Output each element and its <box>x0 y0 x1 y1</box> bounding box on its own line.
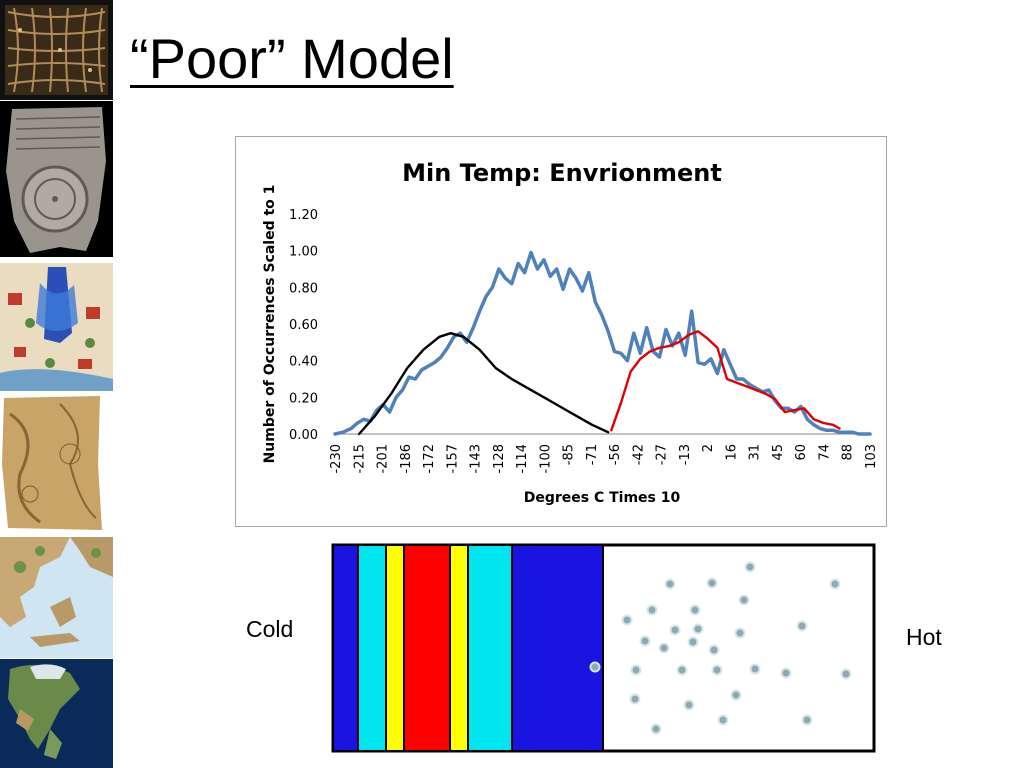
slide-title: “Poor” Model <box>130 27 454 90</box>
strip-band-cyan <box>357 544 387 752</box>
x-tick-label: -215 <box>352 444 367 474</box>
x-tick-label: -114 <box>515 444 530 474</box>
particle-dot <box>738 594 750 606</box>
particle-dot <box>689 604 701 616</box>
particle-dot <box>744 561 756 573</box>
x-tick-label: -27 <box>655 444 670 465</box>
x-tick-label: -201 <box>376 444 391 474</box>
old-parchment-map-image <box>0 394 113 533</box>
chart-frame: Min Temp: Envrionment 0.00 0.20 0.40 0.60 0.8… <box>235 136 887 527</box>
x-tick-label: 60 <box>794 444 809 461</box>
y-tick-label: 0.00 <box>289 428 318 443</box>
particle-dot <box>664 578 676 590</box>
x-tick-label: -100 <box>538 444 553 474</box>
x-tick-label: -230 <box>329 444 344 474</box>
observed-series-line <box>333 250 872 436</box>
x-tick-label: -143 <box>469 444 484 474</box>
clay-tablet-map-image <box>0 101 113 257</box>
strip-band-yellow <box>385 544 405 752</box>
particle-dot <box>646 604 658 616</box>
particle-dot <box>780 667 792 679</box>
x-tick-label: -71 <box>585 444 600 465</box>
relief-map-greece-image <box>0 537 113 658</box>
particle-dot <box>749 663 761 675</box>
x-tick-label: 31 <box>748 444 763 461</box>
x-tick-label: 2 <box>701 444 716 452</box>
medieval-map-image <box>0 263 113 391</box>
x-tick-label: -128 <box>492 444 507 474</box>
particle-dot <box>687 636 699 648</box>
satellite-north-america-image <box>0 659 113 768</box>
particle-dot <box>658 642 670 654</box>
y-tick-label: 1.20 <box>289 208 318 223</box>
particle-dot <box>706 577 718 589</box>
particle-dot <box>829 578 841 590</box>
thermal-strip-model <box>331 543 876 753</box>
strip-band-yellow <box>449 544 469 752</box>
y-axis-label: Number of Occurrences Scaled to 1 <box>262 185 278 464</box>
particle-dot <box>692 623 704 635</box>
particle-dot <box>801 714 813 726</box>
particle-dot <box>711 664 723 676</box>
cold-label: Cold <box>246 616 294 642</box>
x-tick-label: -56 <box>608 444 623 465</box>
particle-dot <box>840 668 852 680</box>
x-tick-label: 88 <box>841 444 856 461</box>
x-tick-label: -42 <box>631 444 646 465</box>
x-axis-label: Degrees C Times 10 <box>524 490 681 506</box>
particle-dot <box>730 689 742 701</box>
particle-dot <box>708 644 720 656</box>
x-tick-label: -85 <box>562 444 577 465</box>
x-tick-label: 103 <box>864 444 879 469</box>
strip-band-blue <box>511 544 604 752</box>
particle-dot <box>676 664 688 676</box>
particle-dot <box>639 635 651 647</box>
particle-dot <box>630 664 642 676</box>
particle-dot <box>650 723 662 735</box>
y-tick-label: 0.40 <box>289 355 318 370</box>
x-tick-label: -186 <box>399 444 414 474</box>
cold-model-series-line <box>357 332 610 436</box>
strip-band-cyan <box>467 544 513 752</box>
hot-label: Hot <box>906 624 942 650</box>
particle-dot <box>683 699 695 711</box>
particle-dot <box>796 620 808 632</box>
y-tick-label: 0.60 <box>289 318 318 333</box>
particle-dot <box>589 661 601 673</box>
x-tick-label: -172 <box>422 444 437 474</box>
min-temp-chart: Min Temp: Envrionment 0.00 0.20 0.40 0.60 0.8… <box>262 159 879 506</box>
strip-band-red <box>403 544 451 752</box>
particle-dot <box>669 624 681 636</box>
particle-dot <box>629 693 641 705</box>
x-tick-label: 74 <box>817 444 832 461</box>
particle-dot <box>734 627 746 639</box>
x-tick-label: -13 <box>678 444 693 465</box>
y-tick-label: 1.00 <box>289 245 318 260</box>
y-tick-label: 0.80 <box>289 281 318 296</box>
particle-dot <box>621 614 633 626</box>
x-tick-label: 45 <box>771 444 786 461</box>
strip-band-blue <box>332 544 359 752</box>
x-tick-label: 16 <box>724 444 739 461</box>
y-tick-label: 0.20 <box>289 391 318 406</box>
grid-map-image <box>0 0 113 100</box>
chart-title: Min Temp: Envrionment <box>402 159 722 187</box>
particle-dot <box>717 714 729 726</box>
x-tick-label: -157 <box>445 444 460 474</box>
hot-model-series-line <box>610 330 841 432</box>
